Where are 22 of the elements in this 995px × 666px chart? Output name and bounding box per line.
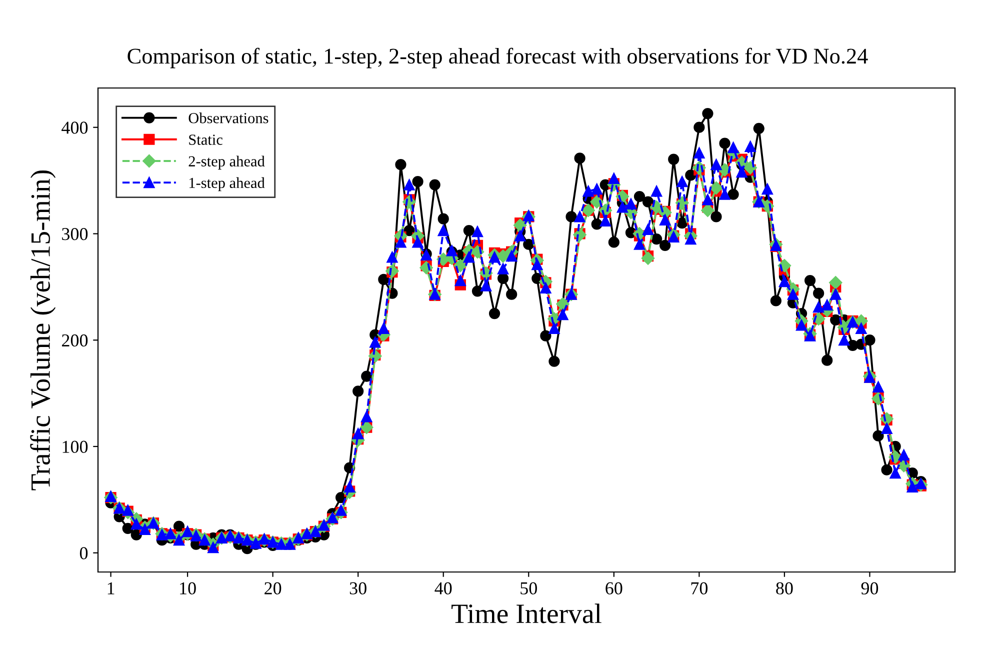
- y-tick-label: 100: [62, 440, 88, 453]
- legend-label: 2-step ahead: [188, 156, 265, 170]
- y-tick-label: 0: [80, 547, 88, 560]
- x-tick-label: 30: [350, 582, 366, 594]
- y-tick-label: 200: [62, 334, 88, 347]
- x-tick-label: 20: [264, 582, 282, 594]
- x-tick-label: 90: [861, 582, 878, 594]
- y-tick-label: 300: [62, 228, 88, 240]
- legend-label: Observations: [188, 112, 268, 124]
- y-axis-title: Traffic Volume (veh/15-min): [30, 170, 56, 490]
- x-tick-label: 40: [434, 582, 452, 594]
- x-tick-label: 60: [606, 582, 622, 594]
- x-tick-label: 80: [776, 582, 793, 594]
- legend-label: 1-step ahead: [189, 177, 265, 192]
- x-tick-label: 70: [691, 582, 708, 594]
- x-tick-label: 50: [520, 582, 537, 594]
- x-tick-label: 1: [108, 582, 114, 594]
- legend-label: Static: [189, 134, 222, 145]
- chart-title: Comparison of static, 1-step, 2-step ahead forecast with observations for VD No.24: [128, 48, 868, 68]
- x-tick-label: 10: [180, 582, 196, 594]
- x-axis-title: Time Interval: [452, 604, 602, 624]
- y-tick-label: 400: [62, 122, 88, 134]
